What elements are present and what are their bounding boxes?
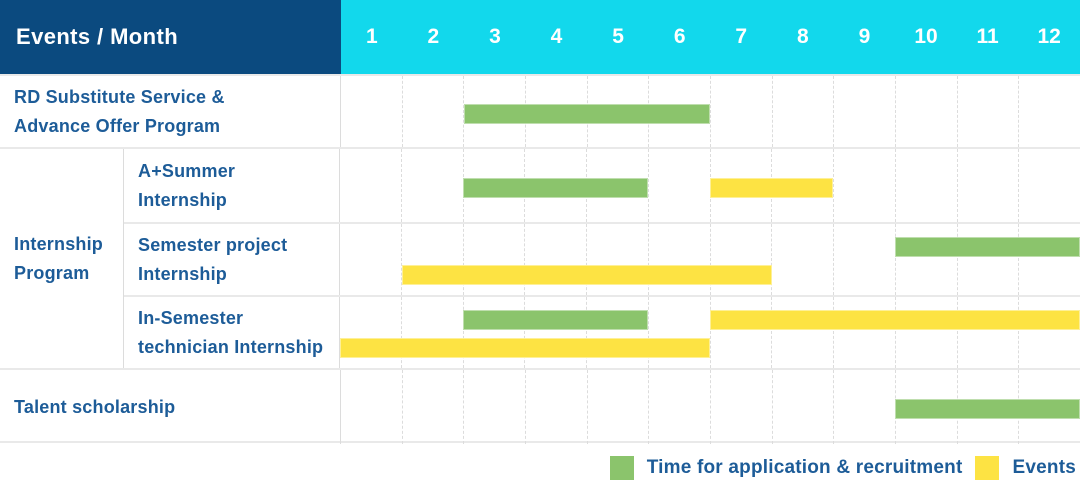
row-label-rd-program: RD Substitute Service & Advance Offer Pr… (0, 76, 341, 147)
row-label-a-summer: A+Summer Internship (124, 149, 340, 222)
month-grid-cell (401, 370, 464, 444)
gantt-bar-events (401, 265, 772, 285)
month-grid-cell (1018, 149, 1080, 222)
gantt-table: Events / Month 1 2 3 4 5 6 7 8 9 10 11 12 RD Substi… (0, 0, 1080, 444)
chart-area-semester-project (340, 224, 1080, 295)
month-header-cell: 3 (489, 25, 501, 48)
month-grid-cell (524, 297, 586, 368)
row-in-semester: In-Semester technician Internship (124, 295, 1080, 368)
gantt-bar-application (463, 310, 649, 330)
row-label-in-semester: In-Semester technician Internship (124, 297, 340, 368)
gantt-bar-application (464, 103, 711, 124)
month-header-cell: 5 (612, 25, 624, 48)
month-grid-cell (648, 370, 710, 444)
month-grid-cell (833, 149, 895, 222)
month-grid-cell (1018, 224, 1080, 295)
month-grid-cell (894, 297, 957, 368)
month-grid-cell (771, 297, 833, 368)
header-row: Events / Month 1 2 3 4 5 6 7 8 9 10 11 12 (0, 0, 1080, 74)
month-header-cell: 8 (796, 25, 809, 48)
month-grid-cell (647, 224, 710, 295)
month-header-cell: 6 (673, 25, 686, 48)
month-grid-cell (833, 224, 895, 295)
row-label-semester-project: Semester project Internship (124, 224, 340, 295)
month-grid-cell (586, 297, 648, 368)
application-legend-swatch (609, 456, 634, 480)
month-grid-cell (833, 297, 895, 368)
month-grid-cell (400, 297, 463, 368)
internship-program-group: Internship Program A+Summer Internship S… (0, 147, 1080, 368)
month-grid-cell (525, 370, 587, 444)
month-grid-cell (586, 370, 649, 444)
month-grid-cell (341, 370, 402, 444)
gantt-bar-events (710, 177, 834, 198)
group-label-internship-program: Internship Program (0, 149, 124, 368)
month-grid-cell (709, 297, 772, 368)
month-grid-cell (894, 149, 957, 222)
month-grid-cell (462, 224, 525, 295)
month-header-cell: 7 (735, 25, 748, 48)
month-grid-cell (833, 370, 895, 444)
month-grid-cell (340, 224, 401, 295)
month-grid-cell (463, 370, 525, 444)
month-grid-cell (709, 224, 772, 295)
month-header-cell: 10 (914, 25, 938, 48)
gantt-bar-events (340, 338, 710, 358)
month-header-cell: 4 (550, 25, 563, 48)
row-talent-scholarship: Talent scholarship (0, 368, 1080, 444)
month-header-cell: 9 (858, 25, 871, 48)
month-grid-cell (956, 297, 1019, 368)
month-grid-cell (833, 76, 895, 147)
chart-area-rd-program (341, 76, 1080, 147)
month-grid-cell (463, 76, 525, 147)
row-a-summer: A+Summer Internship (124, 149, 1080, 222)
month-grid-cell (586, 224, 648, 295)
month-grid-cell (1018, 297, 1080, 368)
month-header-cell: 12 (1037, 25, 1061, 48)
row-semester-project: Semester project Internship (124, 222, 1080, 295)
month-grid-cell (956, 224, 1019, 295)
month-grid-cell (524, 224, 586, 295)
month-grid-cell (462, 297, 525, 368)
month-grid-cell (771, 224, 833, 295)
month-grid-cell (710, 370, 772, 444)
month-grid-cell (401, 76, 464, 147)
month-grid-cell (956, 149, 1019, 222)
month-grid-cell (1018, 76, 1080, 147)
month-grid-cell (647, 149, 710, 222)
month-grid-cell (400, 224, 463, 295)
month-grid-cell (710, 76, 772, 147)
month-header-cells: 1 2 3 4 5 6 7 8 9 10 11 12 (341, 0, 1080, 74)
month-grid-cell (771, 76, 834, 147)
month-grid-cell (894, 224, 957, 295)
row-rd-program: RD Substitute Service & Advance Offer Pr… (0, 74, 1080, 147)
month-grid-cell (895, 76, 957, 147)
chart-area-a-summer (340, 149, 1080, 222)
gantt-bar-application (895, 237, 1080, 257)
application-legend-label: Time for application & recruitment (646, 457, 963, 478)
month-grid-cell (647, 297, 710, 368)
month-header-cell: 1 (365, 25, 378, 48)
events-legend-swatch (975, 456, 1000, 480)
legend: Time for application & recruitment Event… (609, 452, 1076, 484)
month-header-cell: 11 (976, 25, 999, 48)
row-label-talent-scholarship: Talent scholarship (0, 370, 341, 444)
month-grid-cell (956, 76, 1019, 147)
month-grid-cell (771, 370, 834, 444)
chart-area-talent-scholarship (341, 370, 1080, 444)
month-grid-cell (462, 149, 525, 222)
header-title: Events / Month (0, 0, 341, 74)
month-grid-cell (341, 76, 402, 147)
month-grid-cell (709, 149, 772, 222)
chart-area-in-semester (340, 297, 1080, 368)
month-header-cell: 2 (427, 25, 440, 48)
month-grid-cell (400, 149, 463, 222)
gantt-bar-events (710, 310, 1080, 330)
month-grid-cell (340, 149, 401, 222)
gantt-bar-application (895, 399, 1080, 419)
gantt-bar-application (463, 177, 649, 198)
events-legend-label: Events (1012, 457, 1076, 478)
